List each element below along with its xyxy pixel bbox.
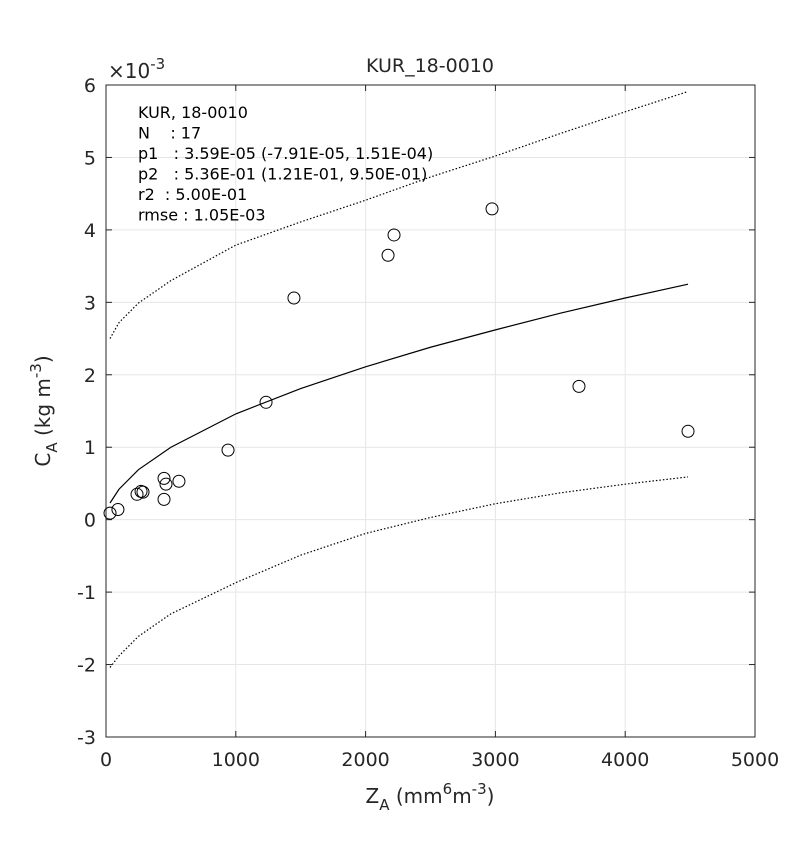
x-tick-label: 3000: [471, 749, 519, 771]
y-tick-label: 4: [84, 220, 96, 242]
x-axis-label-part: ): [487, 784, 495, 808]
data-point: [136, 485, 150, 499]
y-tick-label: 0: [84, 510, 96, 532]
y-multiplier-part: ×10: [108, 59, 150, 83]
annotation: N : 17: [138, 124, 201, 143]
y-multiplier: ×10-3: [108, 55, 165, 83]
y-tick-label: 3: [84, 292, 96, 314]
x-axis-label-part: 6: [443, 780, 453, 798]
x-tick-label: 4000: [601, 749, 649, 771]
y-tick-label: 6: [84, 75, 96, 97]
y-axis-label-part: C: [31, 453, 55, 467]
x-axis-label-part: (mm: [390, 784, 443, 808]
data-point: [287, 291, 301, 305]
annotation: KUR, 18-0010: [138, 103, 248, 122]
y-tick-label: 2: [84, 365, 96, 387]
data-point: [259, 395, 273, 409]
y-axis-label-part: A: [43, 442, 61, 453]
plot-frame: [105, 84, 756, 738]
data-point: [103, 506, 117, 520]
y-tick-label: -2: [77, 655, 96, 677]
x-axis-label-part: m: [452, 784, 471, 808]
y-axis-label-part: (kg m: [31, 378, 55, 442]
x-tick-label: 2000: [341, 749, 389, 771]
y-tick-label: -1: [77, 582, 96, 604]
y-tick-label: -3: [77, 727, 96, 749]
x-axis-label-part: A: [379, 796, 390, 814]
y-multiplier-part: -3: [150, 55, 165, 73]
data-point: [572, 379, 586, 393]
y-axis-label: CA (kg m-3): [27, 355, 61, 466]
x-axis-label: ZA (mm6m-3): [366, 780, 495, 814]
annotation: p2 : 5.36E-01 (1.21E-01, 9.50E-01): [138, 165, 427, 184]
data-point: [157, 471, 171, 485]
data-point: [381, 248, 395, 262]
fit-line: [109, 283, 689, 504]
data-point: [130, 487, 144, 501]
x-axis-label-part: Z: [366, 784, 380, 808]
x-tick-label: 1000: [212, 749, 260, 771]
y-axis-label-part: -3: [27, 363, 45, 378]
chart-title: KUR_18-0010: [366, 55, 494, 77]
y-axis-label-part: ): [31, 355, 55, 363]
data-point: [172, 474, 186, 488]
x-axis-label-part: -3: [472, 780, 487, 798]
x-tick-label: 0: [100, 749, 112, 771]
y-tick-label: 1: [84, 437, 96, 459]
annotation: r2 : 5.00E-01: [138, 185, 247, 204]
data-point: [111, 503, 125, 517]
y-tick-label: 5: [84, 147, 96, 169]
data-point: [157, 492, 171, 506]
annotation: rmse : 1.05E-03: [138, 206, 266, 225]
data-point: [681, 424, 695, 438]
data-point: [387, 228, 401, 242]
data-point: [159, 477, 173, 491]
data-point: [485, 202, 499, 216]
annotation: p1 : 3.59E-05 (-7.91E-05, 1.51E-04): [138, 144, 433, 163]
x-tick-label: 5000: [731, 749, 779, 771]
data-point: [221, 443, 235, 457]
